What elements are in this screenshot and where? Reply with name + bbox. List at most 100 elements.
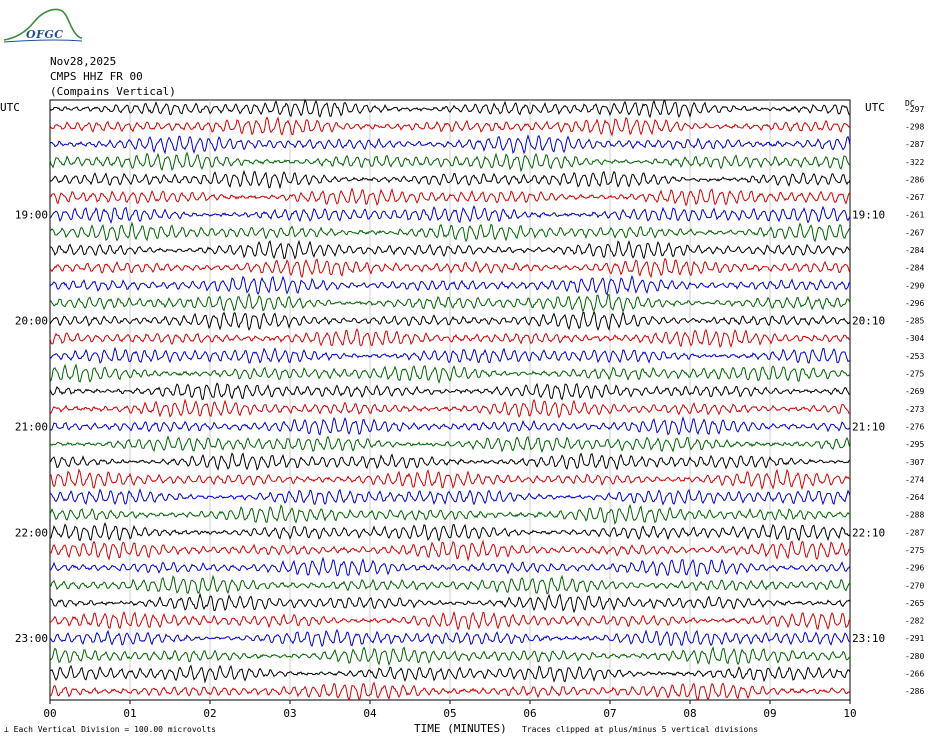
dc-offset-label: -287 — [905, 528, 924, 537]
right-time-label: 20:10 — [852, 315, 885, 328]
seismic-trace — [49, 328, 851, 348]
right-utc-label: UTC — [865, 101, 885, 114]
left-utc-label: UTC — [0, 101, 20, 114]
dc-offset-label: -267 — [905, 228, 924, 237]
logo-mountain-icon — [3, 8, 83, 43]
seismic-trace — [49, 98, 851, 119]
dc-offset-label: -297 — [905, 105, 924, 114]
dc-offset-label: -295 — [905, 440, 924, 449]
seismic-trace — [49, 134, 851, 155]
dc-offset-label: -265 — [905, 599, 924, 608]
seismic-trace — [49, 539, 851, 562]
dc-offset-label: -280 — [905, 652, 924, 661]
x-tick-label: 04 — [363, 707, 377, 720]
seismic-trace — [49, 363, 851, 384]
left-time-label: 20:00 — [15, 315, 48, 328]
x-tick-label: 01 — [123, 707, 136, 720]
right-time-label: 19:10 — [852, 209, 885, 222]
seismic-trace — [49, 452, 851, 471]
seismic-trace — [49, 488, 851, 506]
logo-text: OFGC — [26, 28, 64, 41]
seismic-trace — [49, 204, 851, 224]
dc-offset-label: -296 — [905, 299, 924, 308]
right-time-label: 23:10 — [852, 632, 885, 645]
dc-offset-label: -284 — [905, 246, 924, 255]
seismic-trace — [49, 398, 851, 419]
seismic-trace — [49, 664, 851, 684]
x-axis-title: TIME (MINUTES) — [414, 722, 507, 735]
x-tick-label: 08 — [683, 707, 696, 720]
scale-note-text: Each Vertical Division = 100.00 microvol… — [13, 725, 216, 734]
x-tick-label: 09 — [763, 707, 776, 720]
ofgc-logo: OFGC — [2, 2, 83, 48]
seismic-trace — [49, 221, 851, 243]
seismic-trace — [49, 310, 851, 331]
seismic-trace — [49, 556, 851, 578]
dc-offset-label: -291 — [905, 634, 924, 643]
dc-offset-label: -261 — [905, 211, 924, 220]
dc-offset-label: -304 — [905, 334, 924, 343]
dc-header-label: DC — [905, 99, 915, 108]
seismic-trace — [49, 187, 851, 207]
location-label: (Compains Vertical) — [50, 85, 176, 98]
seismic-trace — [49, 169, 851, 190]
dc-offset-label: -269 — [905, 387, 924, 396]
dc-offset-label: -287 — [905, 140, 924, 149]
dc-offset-label: -286 — [905, 687, 924, 696]
right-time-label: 22:10 — [852, 526, 885, 539]
right-time-label: 21:10 — [852, 420, 885, 433]
dc-offset-label: -290 — [905, 281, 924, 290]
dc-offset-label: -264 — [905, 493, 924, 502]
seismic-trace — [49, 151, 851, 173]
seismic-trace — [49, 503, 851, 525]
left-time-label: 19:00 — [15, 209, 48, 222]
x-tick-label: 03 — [283, 707, 296, 720]
x-tick-label: 06 — [523, 707, 536, 720]
left-time-label: 22:00 — [15, 526, 48, 539]
seismic-trace — [49, 468, 851, 491]
dc-offset-label: -298 — [905, 122, 924, 131]
dc-offset-label: -270 — [905, 581, 924, 590]
seismic-trace — [49, 239, 851, 260]
dc-offset-label: -322 — [905, 158, 924, 167]
left-time-label: 21:00 — [15, 420, 48, 433]
dc-offset-label: -273 — [905, 405, 924, 414]
scale-note-marker: ⊥ — [4, 725, 9, 734]
dc-offset-label: -267 — [905, 193, 924, 202]
dc-offset-label: -288 — [905, 511, 924, 520]
seismic-trace — [49, 292, 851, 313]
seismic-trace — [49, 592, 851, 614]
seismic-trace — [49, 574, 851, 595]
dc-offset-label: -275 — [905, 370, 924, 379]
x-tick-label: 07 — [603, 707, 616, 720]
dc-offset-label: -274 — [905, 475, 924, 484]
dc-offset-label: -282 — [905, 617, 924, 626]
seismic-trace — [49, 116, 851, 137]
scale-note: ⊥ Each Vertical Division = 100.00 microv… — [4, 725, 216, 734]
date-label: Nov28,2025 — [50, 55, 117, 68]
x-tick-label: 00 — [43, 707, 56, 720]
seismic-trace — [49, 346, 851, 364]
dc-offset-label: -307 — [905, 458, 924, 467]
clip-note: Traces clipped at plus/minus 5 vertical … — [522, 725, 759, 734]
seismic-trace — [49, 435, 851, 454]
seismic-trace — [49, 382, 851, 401]
dc-offset-label: -266 — [905, 670, 924, 679]
dc-offset-label: -285 — [905, 317, 924, 326]
dc-offset-label: -286 — [905, 175, 924, 184]
seismic-trace — [49, 646, 851, 667]
dc-offset-label: -275 — [905, 546, 924, 555]
seismic-trace — [49, 681, 851, 701]
station-label: CMPS HHZ FR 00 — [50, 70, 143, 83]
seismic-trace — [49, 415, 851, 436]
seismic-trace — [49, 257, 851, 279]
seismic-trace — [49, 610, 851, 631]
dc-offset-label: -276 — [905, 422, 924, 431]
dc-offset-label: -253 — [905, 352, 924, 361]
dc-offset-label: -296 — [905, 564, 924, 573]
x-tick-label: 02 — [203, 707, 216, 720]
left-time-label: 23:00 — [15, 632, 48, 645]
seismic-trace — [49, 521, 851, 542]
x-tick-label: 10 — [843, 707, 856, 720]
